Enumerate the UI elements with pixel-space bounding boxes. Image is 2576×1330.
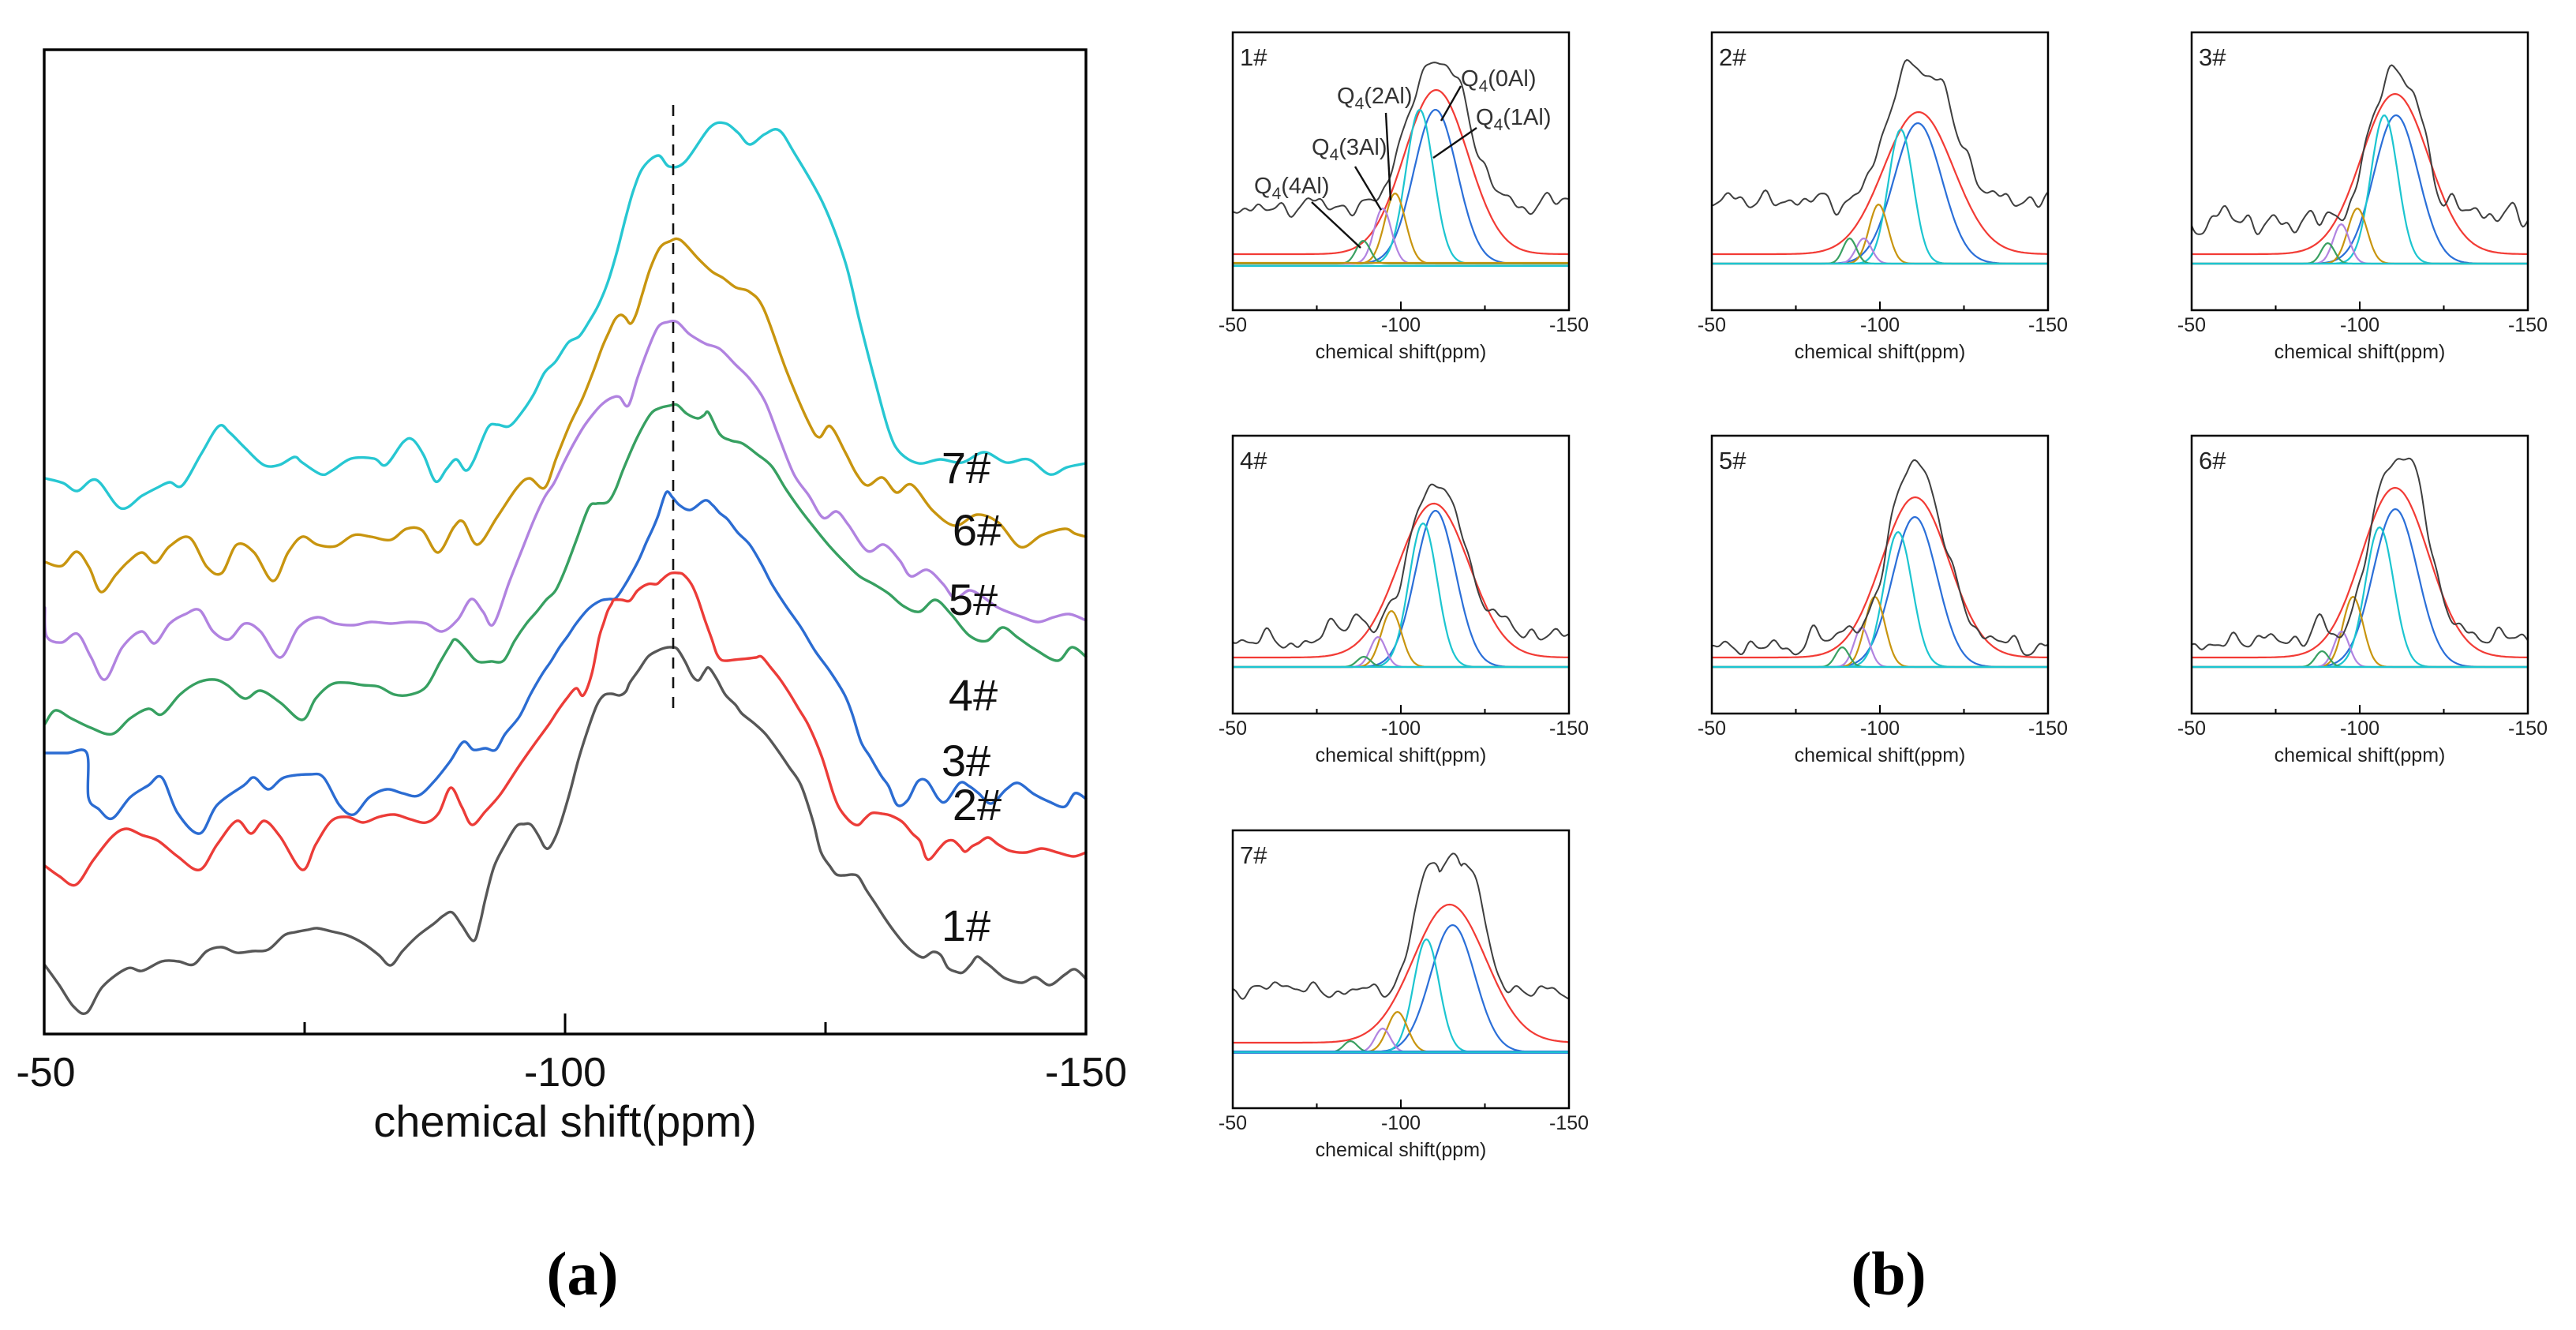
svg-text:(a): (a) [547,1239,619,1308]
svg-text:chemical shift(ppm): chemical shift(ppm) [1316,341,1487,363]
svg-text:-150: -150 [1549,717,1589,740]
svg-text:chemical shift(ppm): chemical shift(ppm) [373,1096,756,1146]
svg-text:Q4(4Al): Q4(4Al) [1254,174,1329,203]
svg-text:5#: 5# [949,575,998,624]
svg-text:-50: -50 [1219,1112,1247,1134]
svg-text:4#: 4# [949,670,998,720]
svg-text:-100: -100 [1381,1112,1421,1134]
svg-text:-50: -50 [1698,314,1726,336]
svg-text:-150: -150 [2028,314,2068,336]
svg-text:chemical shift(ppm): chemical shift(ppm) [1316,744,1487,766]
svg-text:-150: -150 [1045,1050,1127,1096]
svg-text:7#: 7# [1240,841,1267,869]
svg-text:-100: -100 [1381,314,1421,336]
svg-text:-50: -50 [1219,314,1247,336]
svg-text:5#: 5# [1719,447,1747,474]
svg-text:Q4(2Al): Q4(2Al) [1337,84,1412,113]
svg-text:7#: 7# [942,443,990,493]
svg-text:3#: 3# [2199,43,2226,71]
svg-text:chemical shift(ppm): chemical shift(ppm) [1795,341,1966,363]
svg-text:6#: 6# [2199,447,2226,474]
svg-text:4#: 4# [1240,447,1267,474]
svg-text:chemical shift(ppm): chemical shift(ppm) [2275,744,2446,766]
svg-text:(b): (b) [1851,1239,1926,1308]
svg-text:-50: -50 [2177,717,2206,740]
svg-text:-150: -150 [1549,1112,1589,1134]
svg-text:-150: -150 [2508,314,2548,336]
svg-text:2#: 2# [1719,43,1747,71]
svg-text:Q4(3Al): Q4(3Al) [1312,135,1387,164]
svg-text:-150: -150 [2028,717,2068,740]
svg-text:Q4(0Al): Q4(0Al) [1461,66,1536,96]
svg-text:-100: -100 [2340,717,2379,740]
svg-text:chemical shift(ppm): chemical shift(ppm) [1795,744,1966,766]
svg-text:chemical shift(ppm): chemical shift(ppm) [1316,1139,1487,1161]
svg-text:-100: -100 [1381,717,1421,740]
svg-text:3#: 3# [942,736,990,785]
svg-text:-100: -100 [1860,314,1900,336]
svg-text:-50: -50 [1219,717,1247,740]
svg-text:1#: 1# [942,901,990,950]
svg-text:-100: -100 [1860,717,1900,740]
svg-text:-50: -50 [16,1050,75,1096]
svg-text:Q4(1Al): Q4(1Al) [1476,105,1551,134]
svg-text:-150: -150 [2508,717,2548,740]
svg-text:-50: -50 [2177,314,2206,336]
svg-text:2#: 2# [953,780,1002,830]
svg-text:6#: 6# [953,505,1002,555]
svg-text:-150: -150 [1549,314,1589,336]
svg-text:-100: -100 [2340,314,2379,336]
svg-text:1#: 1# [1240,43,1267,71]
svg-text:chemical shift(ppm): chemical shift(ppm) [2275,341,2446,363]
svg-text:-100: -100 [524,1050,606,1096]
svg-text:-50: -50 [1698,717,1726,740]
